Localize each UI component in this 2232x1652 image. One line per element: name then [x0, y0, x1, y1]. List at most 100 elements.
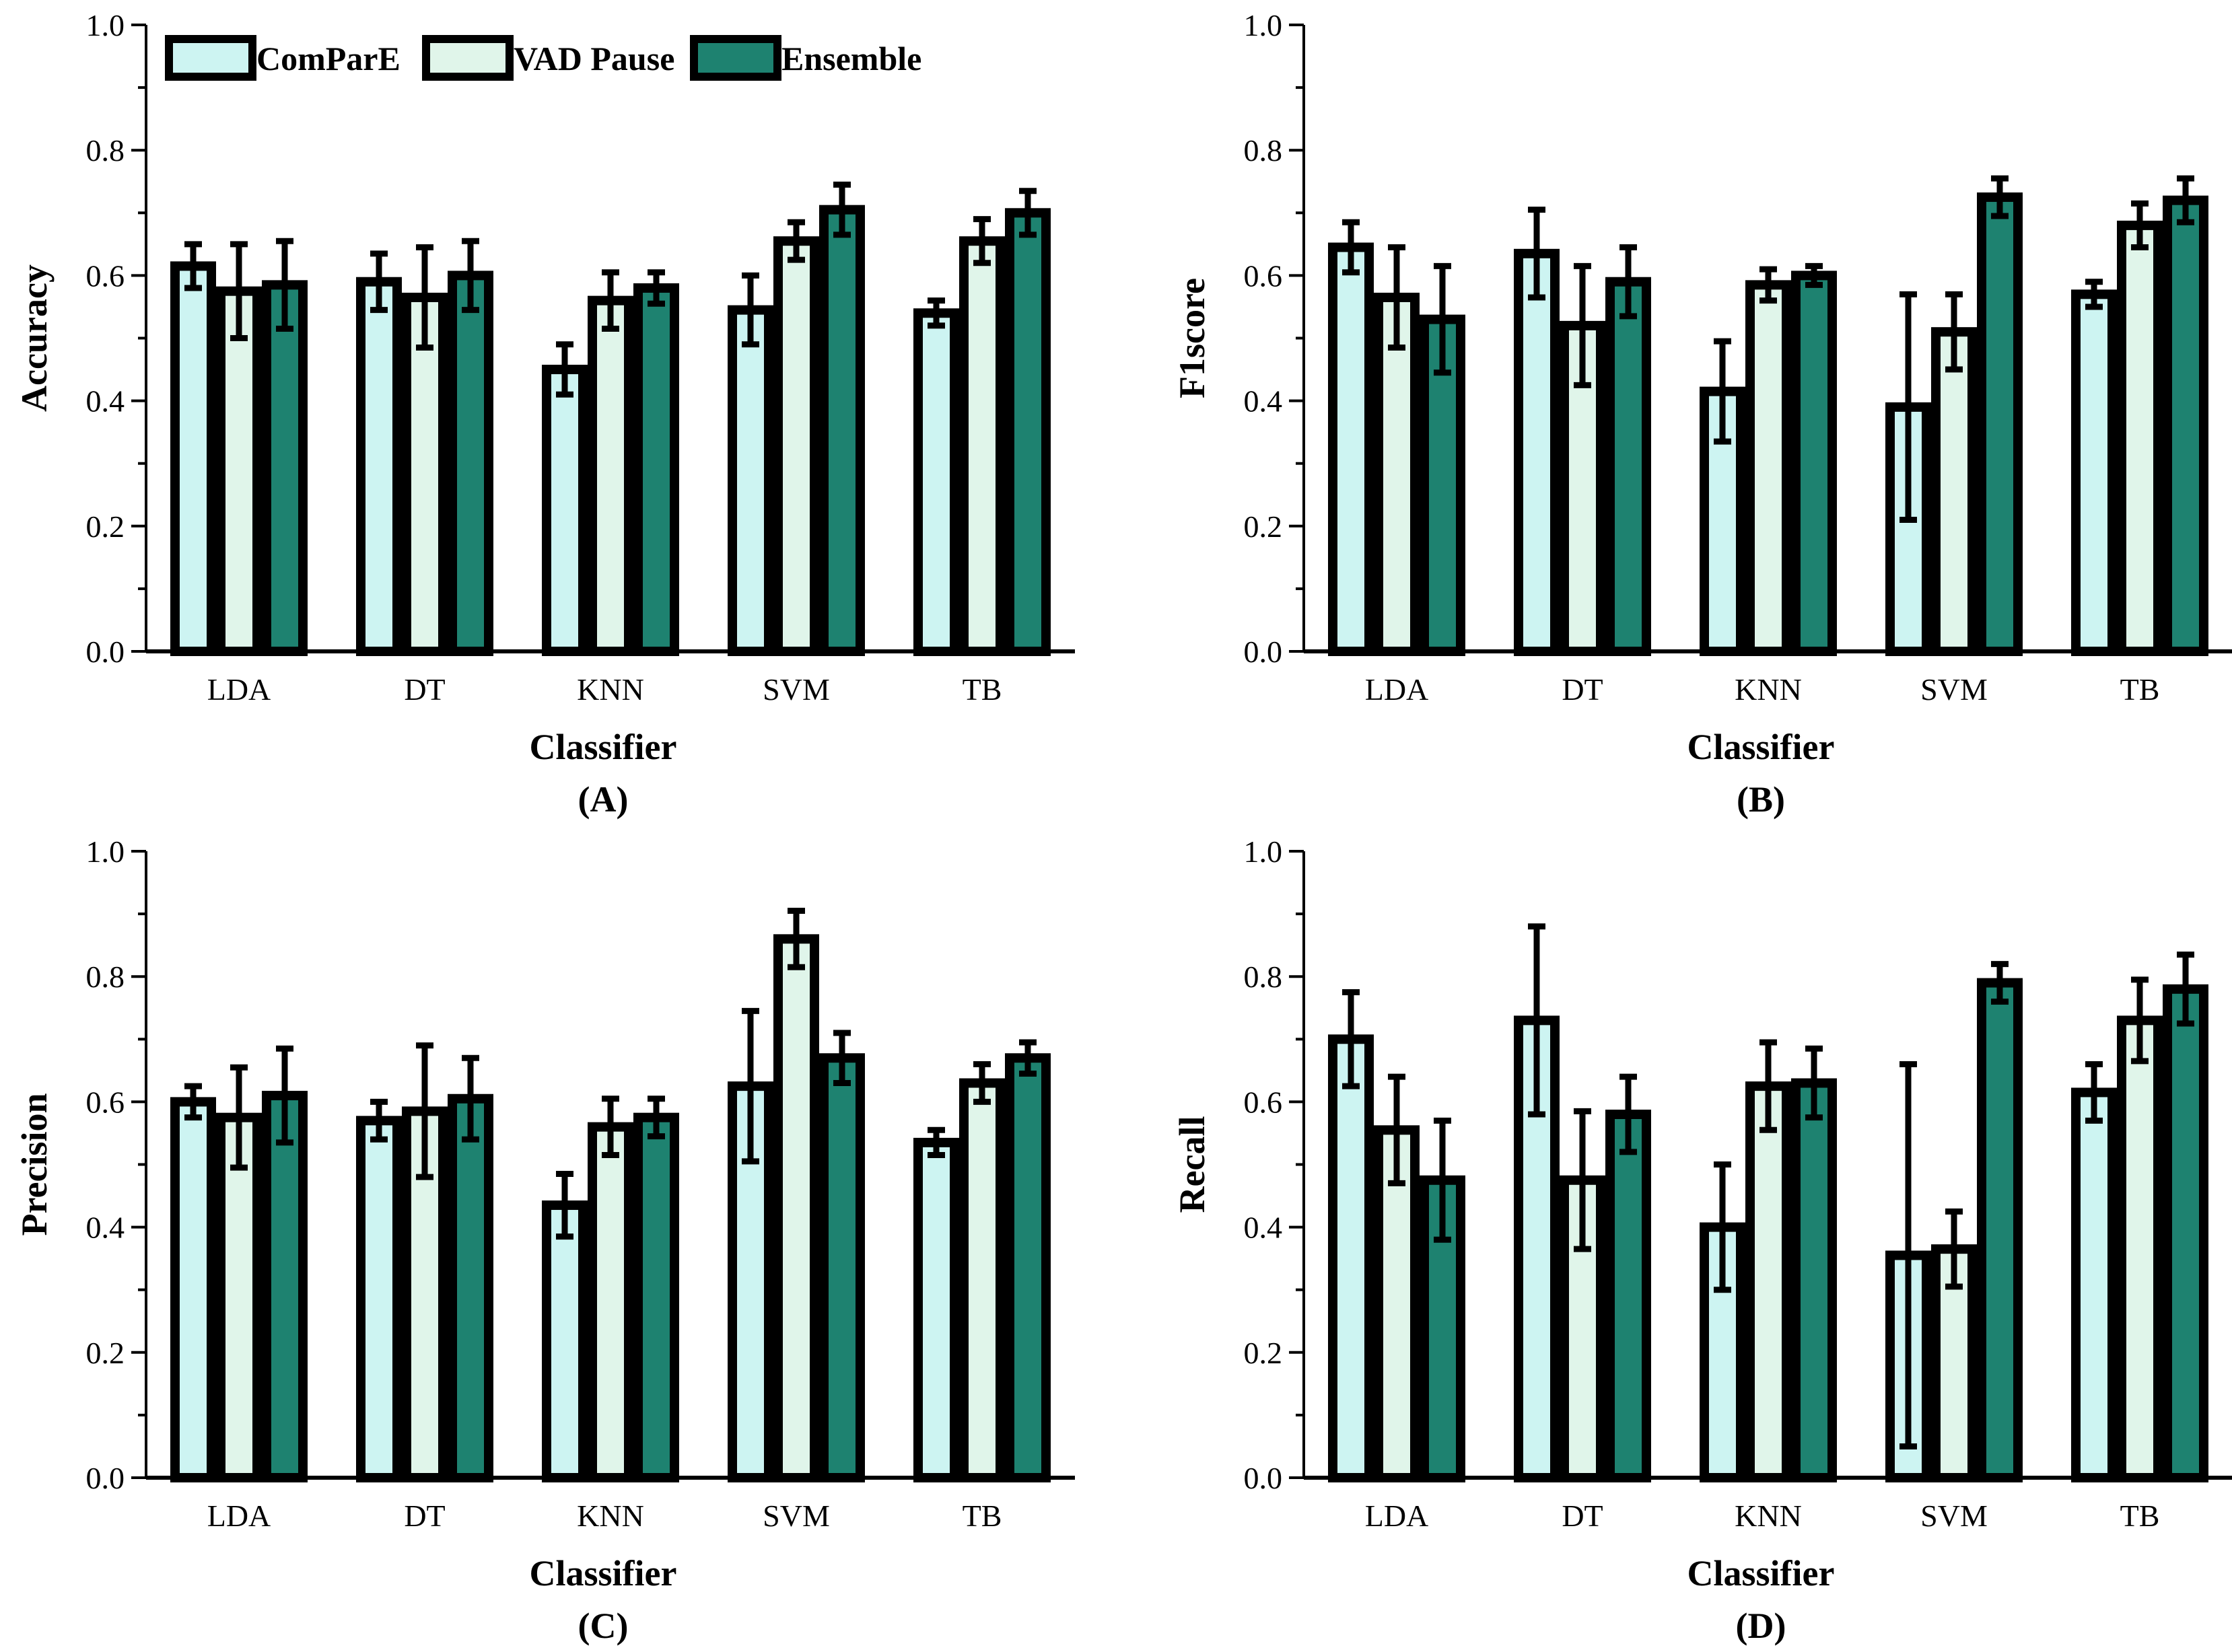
y-tick-label: 1.0	[1244, 834, 1283, 869]
x-axis-title: Classifier	[530, 1553, 677, 1593]
bar-tb-vad-pause	[2117, 1015, 2163, 1482]
x-axis-title: Classifier	[1687, 727, 1835, 767]
y-axis-title: F1score	[1172, 278, 1212, 398]
bar-knn-vad-pause	[588, 1122, 633, 1482]
bar-dt-compare	[356, 1116, 402, 1482]
y-tick-label: 0.8	[1244, 133, 1283, 168]
bar-knn-vad-pause	[1745, 1081, 1791, 1482]
x-tick-label: KNN	[577, 1499, 644, 1533]
x-axis-title: Classifier	[530, 727, 677, 767]
x-tick-label: SVM	[763, 672, 830, 707]
y-tick-label: 1.0	[86, 834, 125, 869]
x-tick-label: TB	[963, 672, 1002, 707]
x-tick-label: SVM	[763, 1499, 830, 1533]
x-tick-label: DT	[404, 1499, 445, 1533]
panel-label: (D)	[1736, 1606, 1786, 1646]
x-tick-label: TB	[963, 1499, 1002, 1533]
bar-tb-vad-pause	[959, 236, 1005, 656]
y-tick-label: 0.6	[86, 258, 125, 293]
x-tick-label: TB	[2120, 672, 2160, 707]
y-tick-label: 0.2	[86, 1336, 125, 1370]
y-axis-title: Accuracy	[14, 264, 55, 412]
y-tick-label: 0.2	[1244, 1336, 1283, 1370]
chart-panel-d: 0.0 0.2 0.4 0.6 0.8 1.0 LDA DT KNN SVM TB Classifie…	[1172, 834, 2232, 1646]
y-axis-title: Recall	[1172, 1116, 1212, 1213]
x-tick-label: DT	[1562, 1499, 1603, 1533]
x-tick-label: LDA	[207, 1499, 271, 1533]
bar-tb-vad-pause	[959, 1078, 1005, 1482]
x-tick-label: TB	[2120, 1499, 2160, 1533]
bar-knn-compare	[542, 1200, 588, 1482]
x-tick-label: SVM	[1920, 672, 1988, 707]
bar-tb-ensemble	[1005, 208, 1051, 656]
x-tick-label: LDA	[1365, 672, 1429, 707]
y-tick-label: 0.0	[1244, 635, 1283, 669]
legend: ComParE VAD Pause Ensemble	[165, 35, 921, 81]
bar-lda-compare	[1328, 1034, 1374, 1483]
bar-tb-vad-pause	[2117, 220, 2163, 657]
chart-panel-c: 0.0 0.2 0.4 0.6 0.8 1.0 LDA DT KNN SVM TB Classifie…	[14, 834, 1075, 1646]
y-tick-label: 0.0	[1244, 1461, 1283, 1495]
y-tick-label: 0.4	[86, 1211, 125, 1245]
y-axis-title: Precision	[14, 1093, 55, 1236]
y-tick-label: 0.8	[1244, 960, 1283, 994]
bar-knn-compare	[542, 365, 588, 656]
y-tick-label: 0.6	[1244, 1085, 1283, 1119]
bar-svm-ensemble	[819, 205, 865, 656]
x-tick-label: KNN	[1735, 1499, 1802, 1533]
bar-svm-vad-pause	[1931, 327, 1977, 656]
panel-label: (C)	[578, 1606, 629, 1646]
bar-tb-compare	[913, 1137, 959, 1483]
chart-panel-b: 0.0 0.2 0.4 0.6 0.8 1.0 LDA DT KNN SVM TB Classifie…	[1172, 8, 2232, 820]
x-tick-label: LDA	[207, 672, 271, 707]
bar-knn-ensemble	[1791, 271, 1837, 656]
y-tick-label: 1.0	[1244, 8, 1283, 42]
y-tick-label: 0.8	[86, 960, 125, 994]
bar-lda-vad-pause	[216, 286, 262, 656]
bar-svm-vad-pause	[773, 934, 819, 1482]
legend-swatch-compare	[165, 35, 256, 81]
bar-tb-compare	[2071, 1087, 2117, 1483]
y-tick-label: 1.0	[86, 8, 125, 42]
x-tick-label: KNN	[577, 672, 644, 707]
y-tick-label: 0.4	[1244, 384, 1283, 419]
bar-knn-ensemble	[1791, 1078, 1837, 1482]
bar-knn-vad-pause	[588, 295, 633, 656]
bar-svm-ensemble	[819, 1053, 865, 1482]
x-tick-label: LDA	[1365, 1499, 1429, 1533]
bar-lda-compare	[170, 261, 216, 656]
x-tick-label: KNN	[1735, 672, 1802, 707]
y-tick-label: 0.4	[1244, 1211, 1283, 1245]
bar-dt-vad-pause	[402, 292, 448, 656]
bar-tb-ensemble	[2163, 195, 2208, 656]
y-tick-label: 0.2	[1244, 509, 1283, 544]
bar-svm-ensemble	[1977, 192, 2023, 656]
bar-dt-compare	[1514, 248, 1560, 656]
bar-tb-compare	[2071, 289, 2117, 656]
chart-panel-a: 0.0 0.2 0.4 0.6 0.8 1.0 LDA DT KNN SVM TB Classifie…	[14, 8, 1075, 820]
x-axis-title: Classifier	[1687, 1553, 1835, 1593]
bar-knn-ensemble	[633, 1112, 679, 1483]
bar-tb-compare	[913, 308, 959, 656]
bar-lda-ensemble	[262, 280, 308, 656]
y-tick-label: 0.8	[86, 133, 125, 168]
legend-swatch-vad-pause	[422, 35, 514, 81]
bar-dt-ensemble	[448, 1093, 493, 1482]
legend-label: VAD Pause	[514, 40, 674, 77]
bar-tb-ensemble	[1005, 1053, 1051, 1482]
x-tick-label: DT	[1562, 672, 1603, 707]
x-tick-label: SVM	[1920, 1499, 1988, 1533]
bar-dt-ensemble	[448, 271, 493, 656]
bar-lda-ensemble	[262, 1091, 308, 1482]
y-tick-label: 0.6	[1244, 258, 1283, 293]
panel-label: (B)	[1737, 779, 1785, 820]
bar-knn-ensemble	[633, 283, 679, 656]
bar-lda-compare	[170, 1097, 216, 1482]
bar-svm-vad-pause	[773, 236, 819, 656]
bar-lda-compare	[1328, 242, 1374, 656]
bar-lda-vad-pause	[216, 1112, 262, 1483]
bar-dt-ensemble	[1605, 1110, 1651, 1482]
panel-label: (A)	[578, 779, 629, 820]
legend-label: Ensemble	[781, 40, 921, 77]
